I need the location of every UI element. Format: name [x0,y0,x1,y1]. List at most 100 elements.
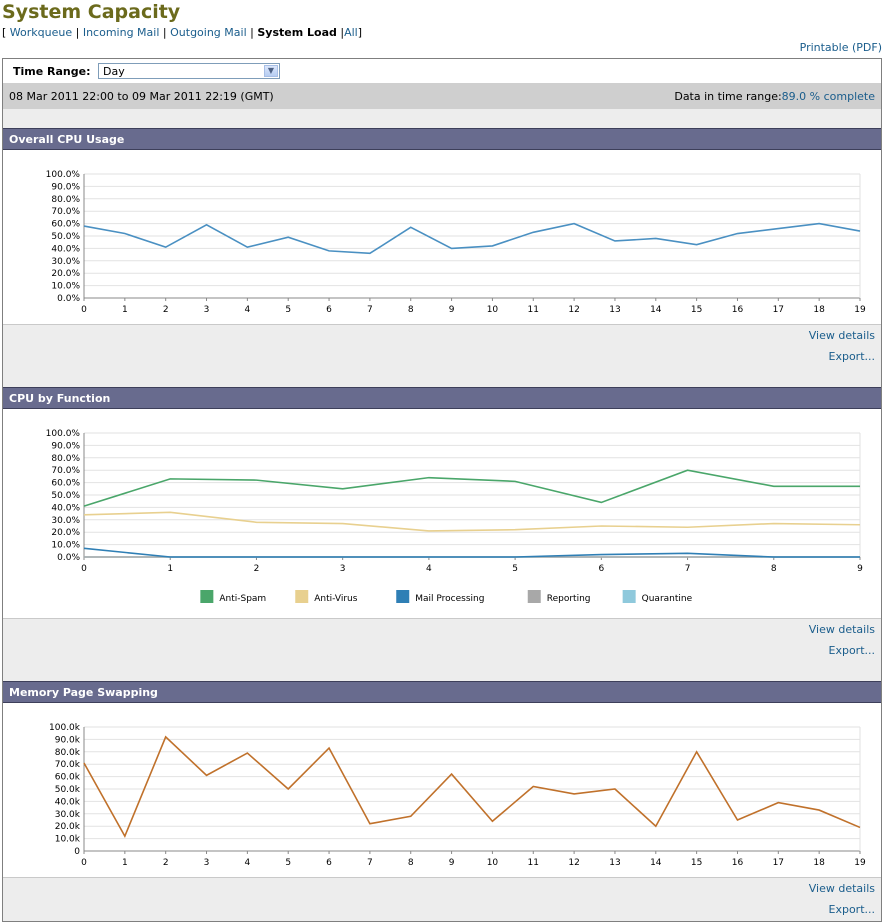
x-tick-label: 1 [167,564,173,574]
x-tick-label: 4 [245,858,251,868]
x-tick-label: 11 [528,858,539,868]
y-tick-label: 90.0% [51,441,80,451]
legend-label-mail-processing: Mail Processing [415,594,484,604]
y-tick-label: 90.0k [55,735,81,745]
x-tick-label: 17 [773,858,784,868]
y-tick-label: 30.0% [51,257,80,267]
x-tick-label: 0 [81,564,87,574]
y-tick-label: 90.0% [51,182,80,192]
x-tick-label: 8 [771,564,777,574]
section-header-cpu-usage: Overall CPU Usage [3,128,881,150]
time-range-value: Day [103,65,125,78]
x-tick-label: 13 [609,305,620,315]
printable-pdf-link[interactable]: Printable (PDF) [799,41,882,54]
legend-label-anti-virus: Anti-Virus [314,594,357,604]
x-tick-label: 17 [773,305,784,315]
y-tick-label: 80.0k [55,748,81,758]
y-tick-label: 70.0% [51,207,80,217]
y-tick-label: 100.0k [49,723,81,733]
x-tick-label: 7 [685,564,691,574]
x-tick-label: 2 [254,564,260,574]
y-tick-label: 30.0% [51,516,80,526]
legend-label-reporting: Reporting [547,594,591,604]
x-tick-label: 16 [732,305,744,315]
nav-all-link[interactable]: All [344,26,358,39]
view-details-link[interactable]: View details [808,329,875,342]
section-header-cpu-function: CPU by Function [3,387,881,409]
x-tick-label: 10 [487,305,499,315]
x-tick-label: 9 [449,305,455,315]
x-tick-label: 12 [568,858,579,868]
x-tick-label: 3 [204,305,210,315]
series-line-anti-spam [83,469,860,507]
y-tick-label: 100.0% [46,170,81,180]
completeness-link[interactable]: 89.0 % complete [781,90,875,103]
y-tick-label: 20.0k [55,822,81,832]
y-tick-label: 20.0% [51,528,80,538]
series-line-series [83,222,861,255]
export-link[interactable]: Export... [828,350,876,363]
x-tick-label: 5 [285,305,291,315]
x-tick-label: 18 [813,858,825,868]
completeness-label: Data in time range: [674,90,782,103]
nav-workqueue-link[interactable]: Workqueue [9,26,73,39]
legend-swatch-reporting [527,590,541,603]
x-tick-label: 8 [408,858,414,868]
x-tick-label: 9 [857,564,863,574]
memory-panel: 0 10.0k 20.0k 30.0k 40.0k 50.0k 60.0k 70.0k 80.0… [3,703,881,878]
y-tick-label: 60.0% [51,220,80,230]
y-tick-label: 50.0% [51,491,80,501]
legend-label-quarantine: Quarantine [642,594,693,604]
x-tick-label: 15 [691,858,702,868]
time-range-select[interactable]: Day ▼ [98,63,280,79]
y-tick-label: 10.0% [51,282,80,292]
view-details-link[interactable]: View details [808,623,875,636]
y-tick-label: 30.0k [55,810,81,820]
report-frame: Time Range: Day ▼ 08 Mar 2011 22:00 to 0… [2,58,882,922]
nav-close-bracket: ] [357,26,363,39]
nav-outgoing-mail-link[interactable]: Outgoing Mail [170,26,247,39]
legend-label-anti-spam: Anti-Spam [219,594,266,604]
cpu-function-panel: 0.0% 10.0% 20.0% 30.0% 40.0% 50.0% 60.0% 70.0% 8… [3,409,881,619]
export-link[interactable]: Export... [828,644,876,657]
nav-incoming-mail-link[interactable]: Incoming Mail [82,26,160,39]
time-range-label: Time Range: [13,65,91,78]
nav-separator: | [250,26,254,39]
y-tick-label: 0 [74,847,80,857]
series-line-mail-processing [83,547,860,558]
y-tick-label: 80.0% [51,195,80,205]
x-tick-label: 5 [285,858,291,868]
x-tick-label: 3 [340,564,346,574]
data-completeness: Data in time range:89.0 % complete [674,90,875,103]
x-tick-label: 0 [81,858,87,868]
y-tick-label: 70.0% [51,466,80,476]
view-details-link[interactable]: View details [808,882,875,895]
legend-swatch-anti-virus [295,590,309,603]
cpu-usage-panel: 0.0% 10.0% 20.0% 30.0% 40.0% 50.0% 60.0% 70.0% 8… [3,150,881,325]
memory-swapping-chart: 0 10.0k 20.0k 30.0k 40.0k 50.0k 60.0k 70.0k 80.0… [49,723,866,868]
x-tick-label: 16 [732,858,744,868]
legend-swatch-mail-processing [396,590,410,603]
x-tick-label: 7 [367,305,373,315]
x-tick-label: 8 [408,305,414,315]
x-tick-label: 13 [609,858,620,868]
x-tick-label: 14 [650,858,662,868]
report-nav: [ Workqueue | Incoming Mail | Outgoing M… [2,26,362,39]
chevron-down-icon[interactable]: ▼ [264,65,278,77]
y-tick-label: 70.0k [55,760,81,770]
x-tick-label: 4 [245,305,251,315]
x-tick-label: 14 [650,305,662,315]
y-tick-label: 50.0% [51,232,80,242]
x-tick-label: 5 [512,564,518,574]
x-tick-label: 9 [449,858,455,868]
date-range-text: 08 Mar 2011 22:00 to 09 Mar 2011 22:19 (… [9,90,274,103]
nav-separator: | [340,26,345,39]
y-tick-label: 0.0% [57,553,80,563]
x-tick-label: 15 [691,305,702,315]
section-header-memory: Memory Page Swapping [3,681,881,703]
x-tick-label: 18 [813,305,825,315]
x-tick-label: 3 [204,858,210,868]
x-tick-label: 19 [854,305,866,315]
x-tick-label: 2 [163,305,169,315]
export-link[interactable]: Export... [828,903,876,916]
